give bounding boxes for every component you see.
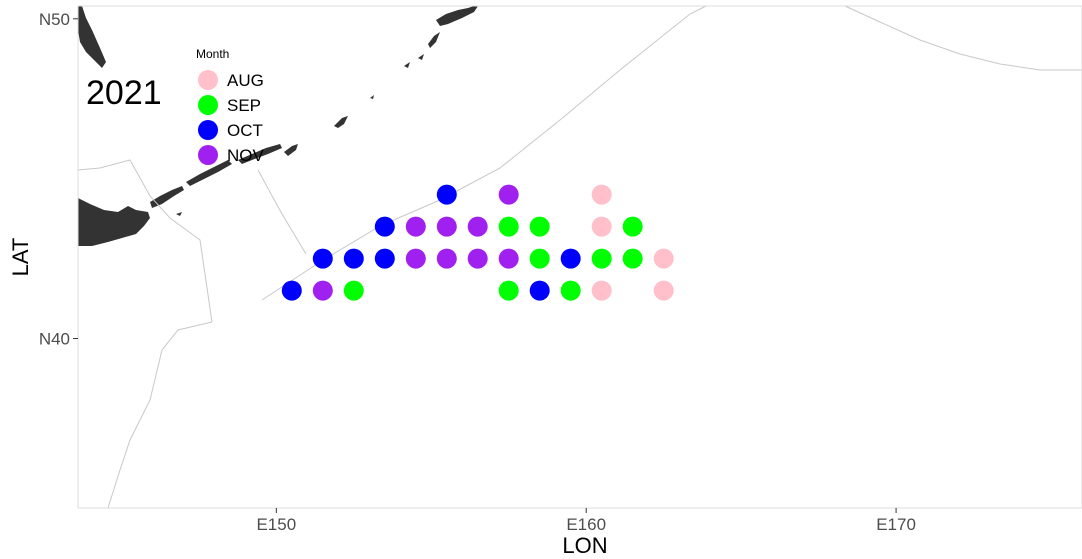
data-point-nov bbox=[405, 216, 426, 237]
legend-entries: AUG SEP OCT NOV bbox=[198, 70, 265, 165]
data-point-nov bbox=[498, 184, 519, 205]
data-point-sep bbox=[498, 280, 519, 301]
data-point-oct bbox=[312, 248, 333, 269]
landmass-sakhalin bbox=[78, 6, 106, 68]
data-point-nov bbox=[405, 248, 426, 269]
x-axis: E150 E160 E170 bbox=[256, 508, 916, 534]
x-tick-label: E160 bbox=[566, 515, 606, 534]
eez-boundary-line bbox=[77, 159, 213, 323]
legend-key-oct bbox=[198, 120, 218, 140]
data-point-nov bbox=[436, 248, 457, 269]
year-annotation: 2021 bbox=[86, 74, 162, 112]
data-point-oct bbox=[374, 216, 395, 237]
island-kuril bbox=[334, 116, 348, 128]
legend-label-sep: SEP bbox=[227, 96, 261, 115]
data-point-nov bbox=[436, 216, 457, 237]
legend-key-sep bbox=[198, 95, 218, 115]
data-point-oct bbox=[281, 280, 302, 301]
data-points bbox=[281, 184, 674, 301]
land-layer bbox=[78, 6, 478, 246]
data-point-nov bbox=[467, 248, 488, 269]
eez-boundary-line bbox=[107, 321, 213, 509]
landmass-hokkaido bbox=[78, 198, 150, 246]
island-kuril bbox=[370, 95, 374, 99]
data-point-aug bbox=[591, 184, 612, 205]
data-point-oct bbox=[436, 184, 457, 205]
eez-boundary-line bbox=[261, 5, 707, 301]
boundary-lines bbox=[77, 5, 1082, 509]
legend-key-nov bbox=[198, 145, 218, 165]
legend-key-aug bbox=[198, 70, 218, 90]
y-axis: N40 N50 bbox=[39, 10, 78, 349]
data-point-aug bbox=[591, 280, 612, 301]
x-axis-title: LON bbox=[562, 533, 607, 558]
y-axis-title: LAT bbox=[8, 238, 33, 277]
data-point-aug bbox=[653, 280, 674, 301]
y-tick-label: N40 bbox=[39, 330, 70, 349]
data-point-sep bbox=[622, 216, 643, 237]
x-tick-label: E170 bbox=[876, 515, 916, 534]
data-point-nov bbox=[467, 216, 488, 237]
data-point-sep bbox=[529, 216, 550, 237]
data-point-nov bbox=[312, 280, 333, 301]
island-kuril bbox=[284, 144, 298, 156]
data-point-sep bbox=[622, 248, 643, 269]
data-point-sep bbox=[498, 216, 519, 237]
data-point-sep bbox=[560, 280, 581, 301]
plot-panel-border bbox=[77, 5, 1082, 509]
data-point-oct bbox=[560, 248, 581, 269]
data-point-aug bbox=[591, 216, 612, 237]
y-tick-label: N50 bbox=[39, 10, 70, 29]
data-point-aug bbox=[653, 248, 674, 269]
data-point-sep bbox=[591, 248, 612, 269]
data-point-sep bbox=[529, 248, 550, 269]
island-kuril bbox=[186, 160, 232, 186]
data-point-oct bbox=[374, 248, 395, 269]
legend-label-aug: AUG bbox=[227, 71, 264, 90]
island-kuril bbox=[238, 144, 282, 164]
eez-boundary-line bbox=[257, 169, 307, 255]
legend-label-nov: NOV bbox=[227, 146, 265, 165]
eez-boundary-line bbox=[844, 5, 1082, 71]
data-point-oct bbox=[529, 280, 550, 301]
landmass-kamchatka bbox=[404, 6, 478, 68]
legend: Month AUG SEP OCT NOV bbox=[196, 47, 265, 165]
island-kuril bbox=[150, 186, 184, 208]
legend-title: Month bbox=[196, 47, 229, 61]
data-point-nov bbox=[498, 248, 519, 269]
data-point-oct bbox=[343, 248, 364, 269]
island-kuril bbox=[176, 212, 182, 216]
legend-label-oct: OCT bbox=[227, 121, 263, 140]
data-point-sep bbox=[343, 280, 364, 301]
x-tick-label: E150 bbox=[256, 515, 296, 534]
